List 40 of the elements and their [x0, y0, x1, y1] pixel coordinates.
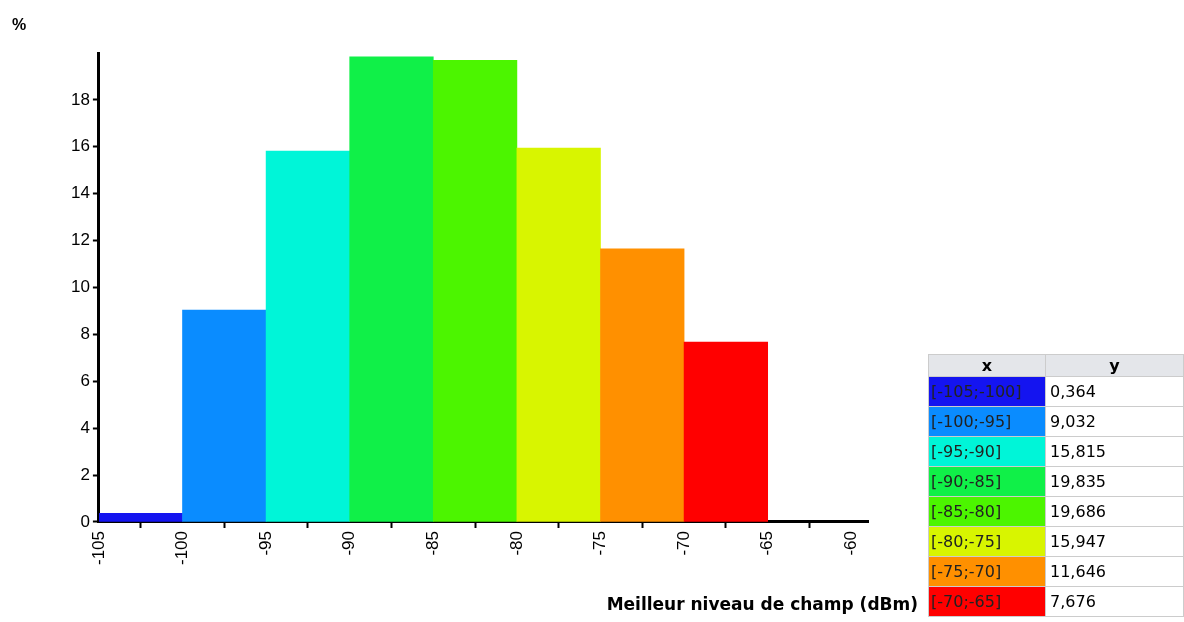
text: [-70;-65] [928, 586, 1046, 617]
x-tick-label: -80 [506, 530, 526, 556]
x-tick-label: -75 [590, 530, 610, 556]
text: [-85;-80] [928, 496, 1046, 527]
y-tick-label: 0 [80, 511, 90, 531]
y-tick-label: 16 [70, 136, 90, 156]
text: 19,835 [1045, 466, 1184, 497]
y-axis-title: % [12, 16, 27, 34]
text: [-105;-100] [928, 376, 1046, 407]
x-tick-label: -95 [255, 530, 275, 556]
text: [-75;-70] [928, 556, 1046, 587]
x-tick-label: -70 [673, 530, 693, 556]
y-tick-label: 4 [80, 417, 90, 437]
text: 11,646 [1045, 556, 1184, 587]
text: 15,947 [1045, 526, 1184, 557]
y-tick-label: 10 [70, 277, 90, 297]
y-tick-label: 12 [70, 230, 90, 250]
text: y [1045, 354, 1184, 377]
text: [-100;-95] [928, 406, 1046, 437]
text: 19,686 [1045, 496, 1184, 527]
y-tick-label: 2 [80, 464, 90, 484]
text: 7,676 [1045, 586, 1184, 617]
x-axis-title: Meilleur niveau de champ (dBm) [606, 594, 918, 614]
text: 0,364 [1045, 376, 1184, 407]
text: [-80;-75] [928, 526, 1046, 557]
text: [-90;-85] [928, 466, 1046, 497]
x-tick-label: -65 [757, 530, 777, 556]
text: [-95;-90] [928, 436, 1046, 467]
x-tick-label: -85 [422, 530, 442, 556]
text: 9,032 [1045, 406, 1184, 437]
x-tick-label: -100 [172, 530, 192, 566]
y-tick-label: 8 [80, 324, 90, 344]
y-tick-label: 18 [70, 89, 90, 109]
x-tick-label: -90 [339, 530, 359, 556]
x-tick-label: -105 [88, 530, 108, 566]
y-tick-label: 14 [70, 183, 90, 203]
text: x [928, 354, 1046, 377]
x-tick-label: -60 [840, 530, 860, 556]
y-tick-label: 6 [80, 370, 90, 390]
text: 15,815 [1045, 436, 1184, 467]
